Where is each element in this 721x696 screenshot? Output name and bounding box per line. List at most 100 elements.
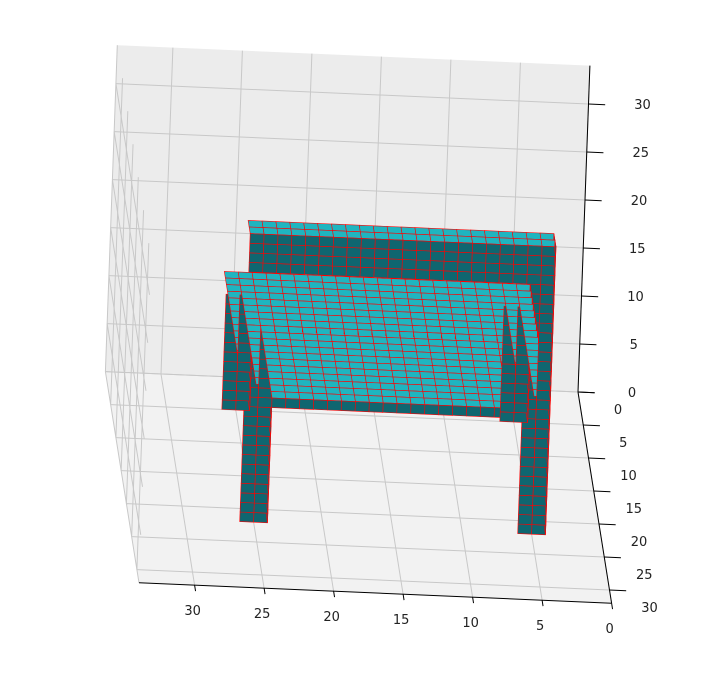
- voxel: [294, 365, 310, 374]
- voxel: [463, 386, 479, 395]
- voxel: [457, 261, 473, 273]
- voxel: [365, 290, 381, 299]
- voxel: [360, 349, 377, 357]
- voxel: [402, 350, 418, 359]
- z-tick-label: 20: [631, 194, 648, 209]
- voxel: [466, 320, 483, 329]
- voxel: [367, 395, 384, 413]
- voxel: [538, 316, 554, 334]
- voxel: [456, 346, 473, 355]
- voxel: [406, 377, 423, 386]
- z-tick-label: 30: [634, 98, 651, 113]
- voxel: [266, 364, 283, 373]
- voxel: [364, 375, 381, 384]
- voxel: [354, 309, 370, 318]
- grid-line: [125, 177, 139, 504]
- y-tick-label: 0: [614, 403, 622, 418]
- voxel: [256, 305, 273, 314]
- voxel: [360, 257, 375, 269]
- voxel: [345, 224, 361, 233]
- voxel: [306, 353, 322, 362]
- voxel: [436, 391, 453, 400]
- voxel: [331, 265, 347, 277]
- voxel: [484, 272, 500, 284]
- voxel: [346, 230, 362, 249]
- voxel: [304, 264, 319, 276]
- voxel: [322, 367, 338, 375]
- voxel: [418, 364, 434, 373]
- voxel: [453, 326, 470, 335]
- voxel: [472, 360, 489, 369]
- voxel: [350, 283, 366, 291]
- voxel: [331, 341, 348, 350]
- grid-line: [121, 470, 594, 492]
- voxel: [525, 232, 542, 240]
- voxel: [239, 502, 255, 513]
- voxel: [475, 380, 492, 389]
- voxel: [417, 358, 433, 366]
- voxel: [500, 373, 516, 384]
- voxel: [461, 287, 477, 296]
- voxel: [401, 259, 417, 270]
- voxel: [318, 347, 335, 356]
- z-axis-line: [577, 65, 591, 393]
- voxel: [388, 350, 405, 359]
- voxel-plot: [221, 220, 557, 536]
- voxel: [410, 318, 427, 327]
- voxel: [379, 297, 396, 306]
- voxel: [443, 251, 459, 263]
- voxel: [261, 331, 277, 340]
- voxel: [331, 223, 347, 232]
- voxel: [224, 277, 241, 286]
- grid-line: [115, 111, 129, 438]
- voxel: [355, 316, 372, 324]
- voxel: [304, 254, 320, 266]
- voxel: [468, 334, 485, 342]
- x-tick-mark: [611, 603, 614, 610]
- grid-line: [131, 210, 145, 537]
- voxel: [423, 312, 440, 321]
- voxel: [351, 381, 368, 390]
- y-tick-mark: [609, 589, 627, 592]
- voxel: [498, 237, 515, 255]
- voxel: [452, 320, 469, 329]
- voxel: [480, 321, 497, 330]
- voxel: [241, 463, 257, 475]
- voxel: [425, 325, 442, 334]
- voxel: [401, 268, 417, 280]
- voxel: [329, 328, 346, 336]
- voxel: [418, 279, 435, 288]
- voxel: [443, 235, 460, 253]
- voxel: [310, 294, 327, 303]
- voxel: [499, 253, 515, 265]
- voxel: [345, 266, 361, 278]
- voxel: [303, 340, 320, 348]
- voxel: [514, 367, 530, 385]
- grid-line: [131, 536, 605, 558]
- voxel: [356, 322, 373, 331]
- voxel: [267, 371, 284, 380]
- voxel: [378, 290, 395, 299]
- voxel: [401, 233, 418, 251]
- voxel: [388, 248, 404, 260]
- voxel: [262, 262, 278, 274]
- voxel: [381, 395, 398, 414]
- voxel: [450, 307, 467, 315]
- voxel: [439, 326, 456, 335]
- voxel: [288, 332, 305, 341]
- voxel: [462, 379, 478, 388]
- grid-line: [299, 379, 335, 592]
- voxel: [391, 284, 408, 293]
- voxel: [469, 340, 486, 349]
- voxel: [429, 250, 445, 262]
- voxel: [302, 333, 319, 342]
- voxel: [335, 275, 351, 284]
- voxel: [479, 314, 496, 323]
- grid-line: [112, 179, 586, 201]
- voxel: [332, 347, 349, 356]
- x-tick-label: 15: [393, 613, 410, 628]
- voxel: [499, 401, 515, 413]
- voxel: [373, 232, 390, 250]
- x-tick-label: 25: [254, 607, 271, 622]
